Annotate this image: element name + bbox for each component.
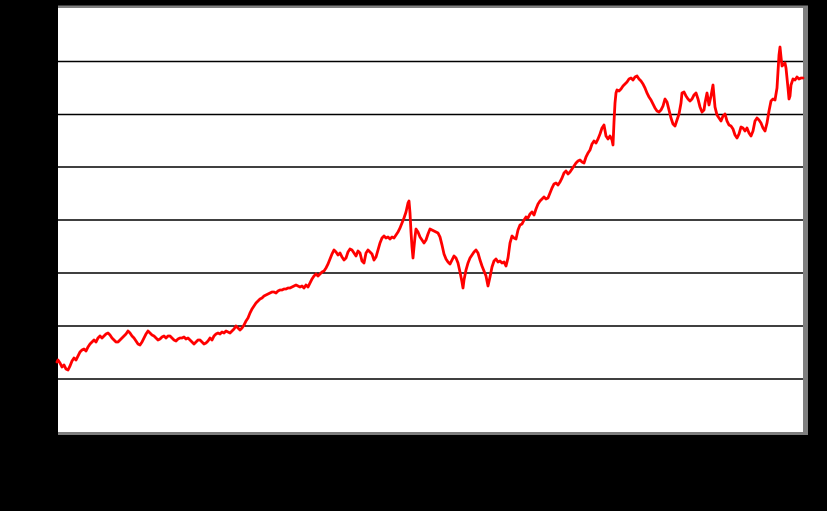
shadow-bottom-strip <box>56 432 808 435</box>
chart-border-shadow <box>56 5 808 435</box>
shadow-right-strip <box>803 5 808 435</box>
price-line-series <box>55 45 805 372</box>
shadow-top-strip <box>56 5 808 8</box>
gridlines <box>58 60 803 380</box>
